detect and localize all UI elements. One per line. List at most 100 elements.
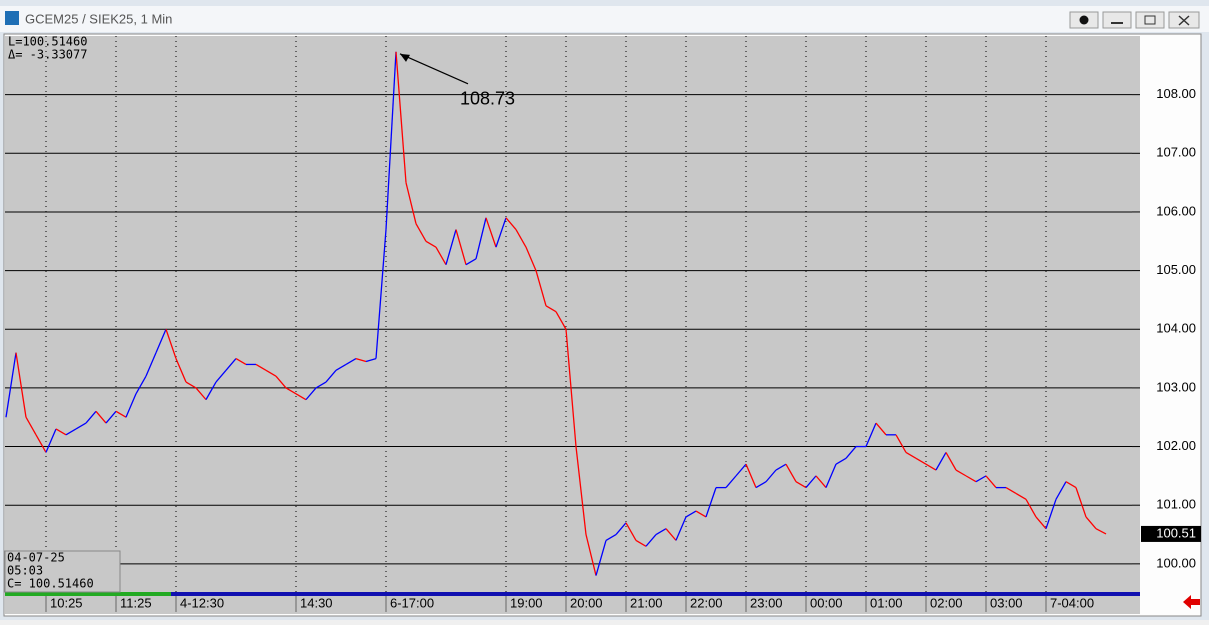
price-segment	[105, 410, 117, 424]
price-segment	[175, 358, 187, 383]
app-icon	[5, 11, 19, 25]
price-segment	[475, 217, 487, 260]
session-bar-green	[5, 592, 171, 596]
price-segment	[255, 363, 267, 371]
minimize-button[interactable]	[1102, 11, 1132, 29]
price-segment	[785, 463, 797, 483]
price-segment	[215, 369, 227, 383]
x-tick-label: 00:00	[810, 595, 843, 610]
price-segment	[265, 369, 277, 377]
price-segment	[905, 451, 917, 459]
price-segment	[1035, 516, 1047, 530]
price-segment	[755, 481, 767, 489]
price-segment	[775, 463, 787, 471]
x-tick-label: 03:00	[990, 595, 1023, 610]
y-tick-label: 102.00	[1156, 438, 1196, 453]
price-segment	[225, 358, 237, 371]
price-segment	[815, 475, 827, 489]
x-tick-label: 6-17:00	[390, 595, 434, 610]
time-axis	[5, 596, 1140, 614]
price-segment	[805, 475, 817, 489]
annotation-arrowhead	[400, 53, 410, 62]
price-segment	[455, 229, 467, 265]
price-segment	[675, 516, 687, 541]
price-segment	[515, 229, 527, 248]
y-tick-label: 108.00	[1156, 86, 1196, 101]
price-segment	[445, 229, 457, 265]
price-segment	[615, 522, 627, 535]
price-segment	[355, 357, 367, 363]
price-segment	[1065, 481, 1077, 489]
price-segment	[65, 428, 77, 436]
title-bar	[0, 6, 1209, 32]
y-tick-label: 104.00	[1156, 321, 1196, 336]
price-segment	[45, 428, 57, 453]
price-segment	[425, 240, 437, 248]
y-tick-label: 107.00	[1156, 145, 1196, 160]
info-last: L=100.51460	[8, 35, 87, 49]
price-segment	[605, 533, 617, 541]
price-segment	[1025, 499, 1037, 518]
price-segment	[465, 258, 477, 266]
price-segment	[205, 381, 217, 400]
price-segment	[655, 528, 667, 536]
window-title: GCEM25 / SIEK25, 1 Min	[25, 11, 172, 26]
maximize-icon	[1144, 15, 1156, 25]
x-tick-label: 22:00	[690, 595, 723, 610]
price-segment	[1085, 516, 1097, 530]
price-segment	[535, 270, 547, 306]
price-segment	[1005, 487, 1017, 495]
price-segment	[865, 422, 877, 447]
scroll-arrow[interactable]	[1183, 595, 1200, 609]
price-segment	[685, 510, 697, 518]
price-segment	[195, 387, 207, 401]
x-tick-label: 11:25	[120, 595, 152, 610]
info-box	[4, 550, 121, 593]
price-segment	[505, 217, 517, 230]
price-segment	[335, 363, 347, 371]
price-segment	[495, 217, 507, 248]
plot-area	[5, 36, 1140, 592]
price-segment	[665, 528, 677, 541]
y-tick-label: 101.00	[1156, 497, 1196, 512]
x-tick-label: 23:00	[750, 595, 783, 610]
price-segment	[1095, 528, 1107, 535]
price-segment	[895, 434, 907, 453]
price-segment	[935, 452, 947, 471]
price-segment	[955, 469, 967, 477]
grid	[5, 36, 1140, 592]
info-close: C= 100.51460	[7, 577, 94, 591]
price-segment	[1045, 499, 1057, 529]
last-price-box	[1141, 525, 1201, 542]
price-segment	[965, 475, 977, 483]
price-segment	[795, 481, 807, 489]
y-tick-label: 103.00	[1156, 379, 1196, 394]
price-segment	[875, 422, 887, 436]
price-segment	[745, 463, 757, 488]
price-segment	[185, 381, 197, 389]
info-delta: Δ= -3.33077	[8, 48, 87, 62]
price-segment	[415, 223, 427, 242]
price-segment	[115, 410, 127, 418]
maximize-button[interactable]	[1135, 11, 1165, 29]
price-segment	[365, 357, 377, 363]
x-tick-label: 19:00	[510, 595, 543, 610]
price-segment	[765, 469, 777, 483]
close-icon	[1178, 15, 1190, 26]
price-segment	[565, 329, 577, 447]
x-tick-label: 21:00	[630, 595, 663, 610]
price-segment	[315, 381, 327, 389]
price-segment	[585, 534, 597, 576]
price-segment	[725, 475, 737, 489]
price-segment	[555, 311, 567, 330]
price-segment	[575, 446, 587, 535]
price-segment	[145, 352, 157, 377]
price-segment	[235, 358, 247, 365]
x-tick-label: 20:00	[570, 595, 603, 610]
last-price-label: 100.51	[1156, 525, 1196, 540]
price-segment	[635, 539, 647, 547]
x-tick-label: 14:30	[300, 595, 333, 610]
price-segment	[295, 393, 307, 401]
y-tick-label: 100.00	[1156, 555, 1196, 570]
